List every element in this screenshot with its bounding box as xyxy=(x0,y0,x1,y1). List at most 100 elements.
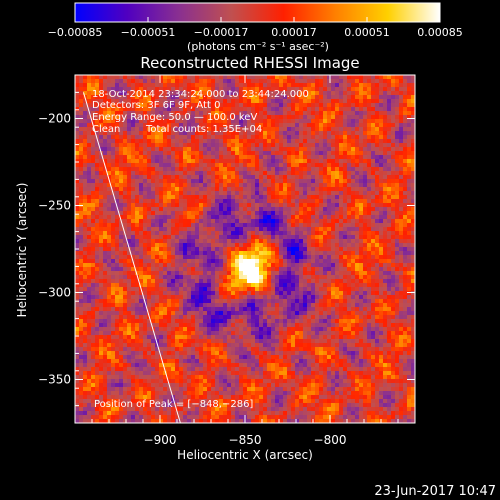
heatmap-cell xyxy=(291,227,295,231)
heatmap-cell xyxy=(403,111,407,115)
heatmap-cell xyxy=(247,99,251,103)
heatmap-cell xyxy=(231,187,235,191)
heatmap-cell xyxy=(159,239,163,243)
heatmap-cell xyxy=(283,239,287,243)
heatmap-cell xyxy=(319,199,323,203)
heatmap-cell xyxy=(147,271,151,275)
heatmap-cell xyxy=(379,283,383,287)
heatmap-cell xyxy=(139,263,143,267)
heatmap-cell xyxy=(131,255,135,259)
heatmap-cell xyxy=(287,279,291,283)
heatmap-cell xyxy=(335,167,339,171)
heatmap-cell xyxy=(83,123,87,127)
heatmap-cell xyxy=(355,171,359,175)
heatmap-cell xyxy=(163,291,167,295)
heatmap-cell xyxy=(275,155,279,159)
heatmap-cell xyxy=(319,147,323,151)
heatmap-cell xyxy=(195,187,199,191)
heatmap-cell xyxy=(87,235,91,239)
heatmap-cell xyxy=(303,247,307,251)
heatmap-cell xyxy=(211,131,215,135)
heatmap-cell xyxy=(195,251,199,255)
heatmap-cell xyxy=(279,263,283,267)
heatmap-cell xyxy=(75,171,79,175)
heatmap-cell xyxy=(395,299,399,303)
heatmap-cell xyxy=(115,271,119,275)
heatmap-cell xyxy=(295,195,299,199)
heatmap-cell xyxy=(235,211,239,215)
heatmap-cell xyxy=(75,91,79,95)
heatmap-cell xyxy=(203,167,207,171)
heatmap-cell xyxy=(123,295,127,299)
heatmap-cell xyxy=(171,215,175,219)
heatmap-cell xyxy=(399,283,403,287)
heatmap-cell xyxy=(255,91,259,95)
heatmap-cell xyxy=(387,215,391,219)
heatmap-cell xyxy=(99,103,103,107)
heatmap-cell xyxy=(387,79,391,83)
heatmap-cell xyxy=(263,123,267,127)
heatmap-cell xyxy=(319,251,323,255)
heatmap-cell xyxy=(187,291,191,295)
heatmap-cell xyxy=(335,75,339,79)
heatmap-cell xyxy=(119,283,123,287)
heatmap-cell xyxy=(215,111,219,115)
heatmap-cell xyxy=(123,75,127,79)
heatmap-cell xyxy=(395,227,399,231)
heatmap-cell xyxy=(195,299,199,303)
heatmap-cell xyxy=(123,279,127,283)
heatmap-cell xyxy=(271,267,275,271)
heatmap-cell xyxy=(175,171,179,175)
heatmap-cell xyxy=(123,255,127,259)
heatmap-cell xyxy=(163,91,167,95)
heatmap-cell xyxy=(147,279,151,283)
heatmap-cell xyxy=(275,287,279,291)
heatmap-cell xyxy=(83,179,87,183)
heatmap-cell xyxy=(171,143,175,147)
heatmap-cell xyxy=(243,199,247,203)
heatmap-cell xyxy=(147,247,151,251)
heatmap-cell xyxy=(299,267,303,271)
heatmap-cell xyxy=(375,203,379,207)
heatmap-cell xyxy=(139,235,143,239)
heatmap-cell xyxy=(287,287,291,291)
heatmap-cell xyxy=(371,103,375,107)
heatmap-cell xyxy=(183,271,187,275)
heatmap-cell xyxy=(343,287,347,291)
heatmap-cell xyxy=(107,195,111,199)
heatmap-cell xyxy=(335,287,339,291)
heatmap-cell xyxy=(99,167,103,171)
heatmap-cell xyxy=(135,123,139,127)
heatmap-cell xyxy=(351,179,355,183)
heatmap-cell xyxy=(347,151,351,155)
heatmap-cell xyxy=(231,203,235,207)
heatmap-cell xyxy=(247,231,251,235)
heatmap-cell xyxy=(139,139,143,143)
heatmap-cell xyxy=(251,103,255,107)
heatmap-cell xyxy=(91,163,95,167)
heatmap-cell xyxy=(219,307,223,311)
heatmap-cell xyxy=(271,171,275,175)
heatmap-cell xyxy=(183,147,187,151)
heatmap-cell xyxy=(239,187,243,191)
heatmap-cell xyxy=(299,287,303,291)
heatmap-cell xyxy=(223,79,227,83)
heatmap-cell xyxy=(151,279,155,283)
heatmap-cell xyxy=(307,155,311,159)
heatmap-cell xyxy=(171,199,175,203)
heatmap-cell xyxy=(167,207,171,211)
heatmap-cell xyxy=(219,287,223,291)
heatmap-cell xyxy=(179,299,183,303)
heatmap-cell xyxy=(95,251,99,255)
heatmap-cell xyxy=(199,123,203,127)
heatmap-cell xyxy=(151,287,155,291)
heatmap-cell xyxy=(255,283,259,287)
heatmap-cell xyxy=(167,79,171,83)
heatmap-cell xyxy=(399,83,403,87)
heatmap-cell xyxy=(327,299,331,303)
heatmap-cell xyxy=(279,159,283,163)
heatmap-cell xyxy=(203,183,207,187)
heatmap-cell xyxy=(351,123,355,127)
heatmap-cell xyxy=(315,199,319,203)
heatmap-cell xyxy=(339,207,343,211)
